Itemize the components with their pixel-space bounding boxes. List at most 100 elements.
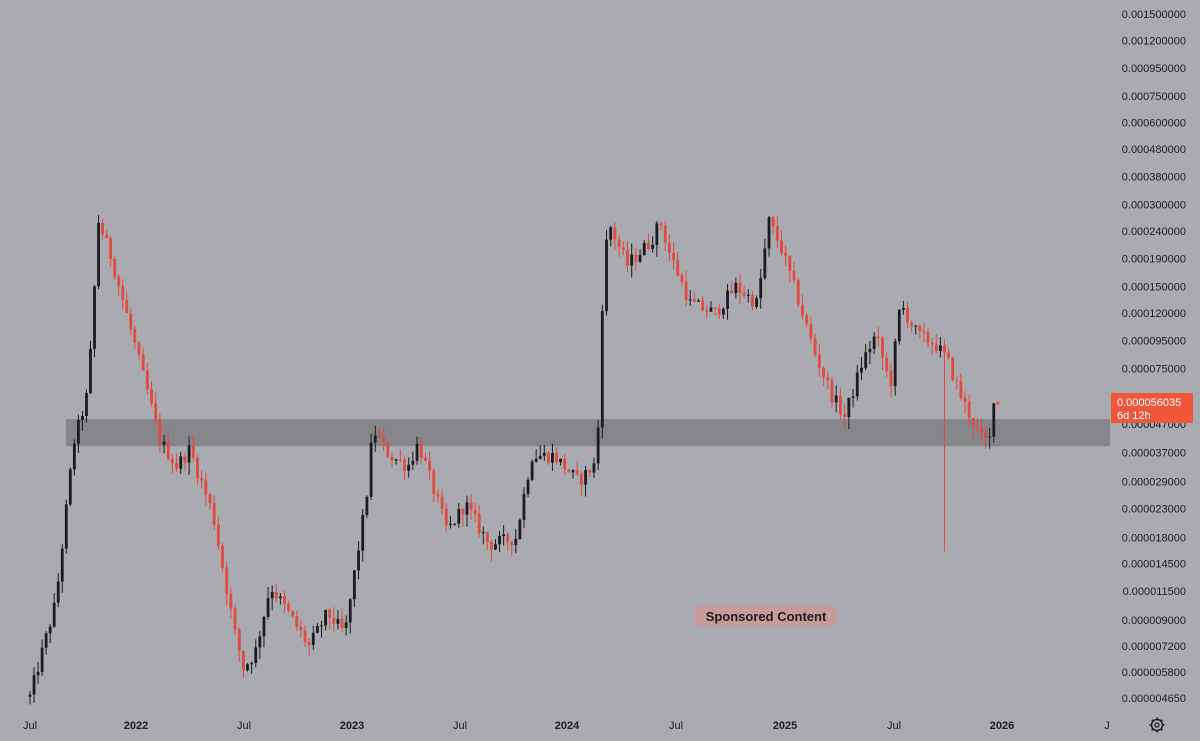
- candle-body: [407, 464, 411, 471]
- candle-body: [963, 397, 967, 403]
- candle-body: [187, 445, 191, 463]
- candle-body: [274, 592, 278, 599]
- candle-body: [672, 252, 676, 261]
- x-tick-label: Jul: [23, 720, 37, 732]
- candle-body: [179, 456, 183, 469]
- candle-body: [518, 519, 522, 539]
- candle-body: [101, 222, 104, 235]
- candle-body: [847, 397, 851, 418]
- candle-body: [258, 636, 262, 648]
- candle-body: [369, 442, 373, 497]
- candle-body: [538, 455, 542, 459]
- candle-body: [668, 242, 671, 253]
- candle-body: [759, 278, 763, 299]
- candle-body: [237, 629, 241, 651]
- candle-body: [183, 456, 187, 463]
- candle-body: [233, 608, 237, 630]
- y-tick-label: 0.000023000: [1122, 504, 1186, 516]
- candle-body: [617, 239, 621, 248]
- candle-body: [864, 352, 868, 368]
- candle-body: [133, 329, 137, 343]
- candle-body: [813, 338, 817, 355]
- candle-body: [510, 541, 514, 546]
- candle-body: [200, 478, 204, 481]
- candle-body: [311, 632, 315, 645]
- candle-body: [64, 504, 68, 549]
- candle-body: [225, 567, 229, 595]
- candle-body: [914, 325, 918, 327]
- y-tick-label: 0.000300000: [1122, 200, 1186, 212]
- sponsored-badge[interactable]: Sponsored Content: [695, 606, 837, 626]
- candle-body: [684, 281, 688, 301]
- candle-body: [763, 248, 767, 279]
- candle-body: [457, 508, 461, 524]
- candle-body: [204, 480, 208, 495]
- candle-body: [477, 513, 481, 533]
- candle-body: [780, 240, 783, 253]
- candle-body: [386, 441, 390, 457]
- candle-body: [212, 503, 216, 525]
- y-axis: 0.001500000 0.001200000 0.000950000 0.00075…: [1122, 9, 1186, 705]
- x-tick-label: Jul: [887, 720, 901, 732]
- candle-body: [717, 308, 721, 315]
- candle-body: [922, 331, 926, 333]
- y-tick-label: 0.000004650: [1122, 693, 1186, 705]
- candle-body: [378, 435, 381, 437]
- candle-body: [630, 254, 634, 266]
- candle-body: [901, 307, 905, 310]
- candle-body: [76, 420, 80, 444]
- candle-body: [398, 459, 402, 461]
- candle-body: [663, 225, 667, 243]
- y-tick-label: 0.001200000: [1122, 35, 1186, 47]
- candle-body: [701, 300, 705, 311]
- candle-body: [688, 299, 692, 301]
- x-tick-label: J: [1104, 720, 1110, 732]
- candle-body: [522, 493, 526, 520]
- candle-body: [141, 354, 145, 371]
- candle-body: [730, 290, 734, 294]
- candle-body: [788, 255, 792, 271]
- candle-body: [56, 581, 60, 603]
- candle-body: [967, 402, 971, 419]
- candle-body: [162, 441, 166, 445]
- candle-body: [158, 419, 162, 445]
- candle-body: [336, 618, 340, 624]
- candle-body: [881, 337, 884, 358]
- candle-body: [444, 508, 448, 526]
- candle-body: [542, 452, 546, 456]
- candle-body: [113, 259, 117, 277]
- gear-icon[interactable]: [1149, 717, 1165, 733]
- candle-body: [262, 616, 266, 637]
- candle-body: [751, 294, 754, 307]
- candle-body: [221, 545, 224, 568]
- candle-body: [373, 435, 377, 443]
- candle-body: [938, 345, 942, 351]
- candle-body: [332, 617, 336, 624]
- x-axis: Jul 2022 Jul 2023 Jul 2024 Jul 2025 Jul 2026 J: [23, 720, 1110, 732]
- candle-body: [647, 243, 650, 249]
- candle-body: [822, 367, 825, 377]
- candle-body: [726, 290, 729, 309]
- sponsored-label[interactable]: Sponsored Content: [706, 609, 827, 624]
- candle-body: [242, 650, 245, 671]
- candle-body: [449, 523, 452, 526]
- y-tick-label: 0.000007200: [1122, 641, 1186, 653]
- candle-body: [287, 603, 291, 611]
- candle-body: [60, 548, 64, 582]
- candle-body: [738, 282, 742, 293]
- candle-body: [85, 393, 88, 417]
- candle-body: [571, 470, 575, 473]
- candle-body: [81, 416, 84, 421]
- current-price-dot: [996, 401, 1000, 406]
- candle-body: [575, 470, 579, 474]
- candle-body: [72, 443, 76, 470]
- candle-body: [109, 237, 113, 260]
- candle-body: [453, 523, 457, 525]
- candle-body: [551, 452, 554, 463]
- candle-body: [885, 357, 889, 372]
- y-tick-label: 0.000095000: [1122, 336, 1186, 348]
- x-tick-label: 2026: [990, 720, 1014, 732]
- candle-body: [642, 243, 646, 255]
